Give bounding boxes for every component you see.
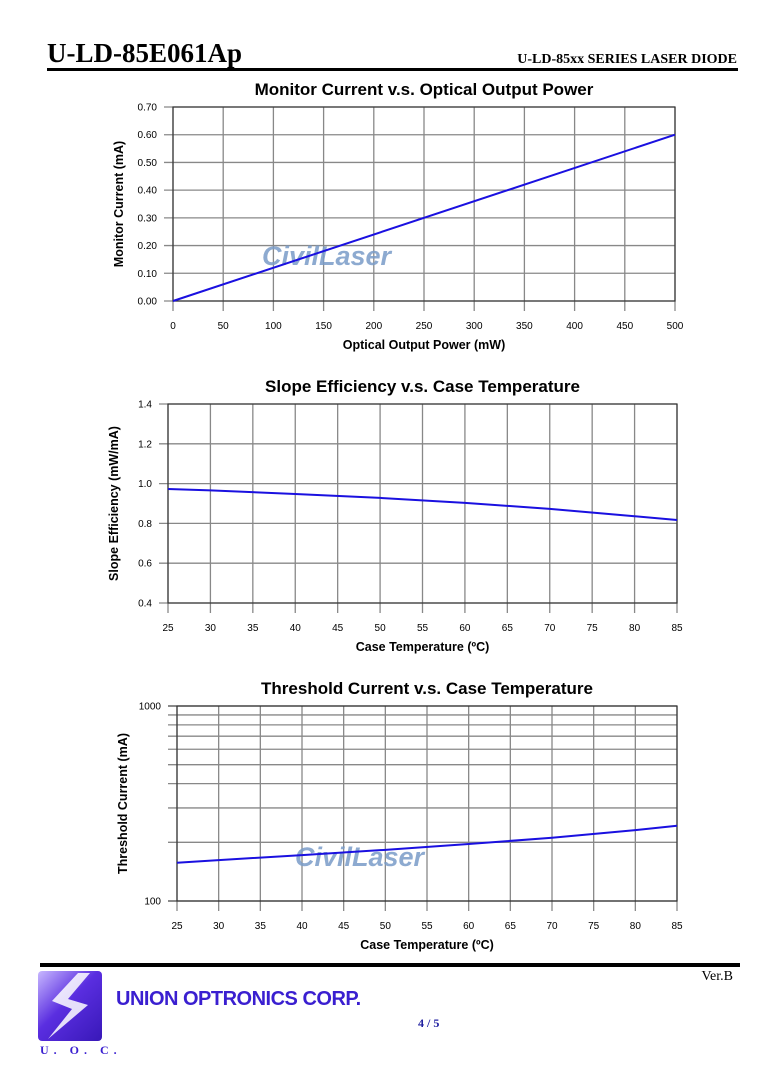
header-divider [47,68,738,71]
x-tick-label: 0 [170,321,176,332]
x-tick-label: 30 [213,921,225,932]
page-number: 4 / 5 [418,1016,440,1030]
x-tick-label: 75 [588,921,600,932]
y-tick-label: 1.4 [138,400,152,411]
data-series-line [167,487,678,522]
x-tick-label: 150 [315,321,332,332]
x-tick-label: 500 [667,321,684,332]
x-tick-label: 350 [516,321,533,332]
x-tick-label: 40 [290,623,302,634]
x-tick-label: 45 [338,921,350,932]
y-tick-label: 0.00 [138,297,158,308]
y-tick-label: 0.10 [138,269,158,280]
y-axis-label: Threshold Current (mA) [116,733,130,874]
x-tick-label: 250 [416,321,433,332]
y-tick-label: 0.40 [138,186,158,197]
y-tick-label: 1.0 [138,479,152,490]
y-tick-label: 0.8 [138,519,152,530]
company-name: UNION OPTRONICS CORP. [116,988,361,1010]
y-tick-label: 0.60 [138,130,158,141]
plot-frame [167,403,678,604]
x-tick-label: 75 [587,623,599,634]
plot-frame [172,106,676,302]
x-tick-label: 70 [544,623,556,634]
y-tick-label: 1000 [139,702,162,713]
slope-efficiency-chart: Slope Efficiency v.s. Case Temperature 25… [107,377,683,654]
x-tick-label: 80 [630,921,642,932]
version-label: Ver.B [701,969,734,984]
x-tick-label: 50 [380,921,392,932]
x-tick-label: 45 [332,623,344,634]
x-axis-label: Optical Output Power (mW) [343,338,506,352]
x-tick-label: 80 [629,623,641,634]
chart-title: Threshold Current v.s. Case Temperature [261,679,593,698]
uoc-logo [38,971,102,1041]
y-axis-label: Slope Efficiency (mW/mA) [107,426,121,581]
x-tick-label: 55 [421,921,433,932]
x-axis-label: Case Temperature (ºC) [360,938,494,952]
data-series-line [172,133,676,302]
x-tick-label: 40 [296,921,308,932]
part-number-title: U-LD-85E061Ap [47,38,243,68]
x-tick-label: 70 [546,921,558,932]
watermark: CivilLaser [295,842,426,872]
x-tick-label: 35 [247,623,259,634]
x-tick-label: 25 [162,623,174,634]
y-axis-label: Monitor Current (mA) [112,141,126,267]
x-tick-label: 65 [502,623,514,634]
footer-divider [40,963,740,967]
y-tick-label: 0.6 [138,559,152,570]
y-tick-label: 0.30 [138,213,158,224]
x-tick-label: 55 [417,623,429,634]
logo-text: U. O. C. [40,1043,122,1057]
x-tick-label: 50 [218,321,230,332]
y-tick-label: 0.20 [138,241,158,252]
x-tick-label: 30 [205,623,217,634]
y-tick-label: 0.4 [138,599,152,610]
x-tick-label: 50 [375,623,387,634]
plot-frame [176,705,678,902]
x-tick-label: 100 [265,321,282,332]
x-tick-label: 85 [671,921,683,932]
x-tick-label: 300 [466,321,483,332]
chart-title: Slope Efficiency v.s. Case Temperature [265,377,580,396]
x-axis-label: Case Temperature (ºC) [356,640,490,654]
x-tick-label: 60 [459,623,471,634]
x-tick-label: 200 [365,321,382,332]
monitor-current-chart: Monitor Current v.s. Optical Output Powe… [112,80,684,352]
x-tick-label: 400 [566,321,583,332]
x-tick-label: 450 [616,321,633,332]
chart-title: Monitor Current v.s. Optical Output Powe… [255,80,594,99]
x-tick-label: 85 [671,623,683,634]
x-tick-label: 25 [171,921,183,932]
y-tick-label: 0.70 [138,103,158,114]
x-tick-label: 65 [505,921,517,932]
data-series-line [176,824,678,864]
watermark: CivilLaser [262,241,393,271]
y-tick-label: 1.2 [138,439,152,450]
x-tick-label: 60 [463,921,475,932]
y-tick-label: 100 [144,897,161,908]
threshold-current-chart: Threshold Current v.s. Case Temperature 2… [116,679,683,952]
y-tick-label: 0.50 [138,158,158,169]
x-tick-label: 35 [255,921,267,932]
series-label: U-LD-85xx SERIES LASER DIODE [517,52,737,67]
